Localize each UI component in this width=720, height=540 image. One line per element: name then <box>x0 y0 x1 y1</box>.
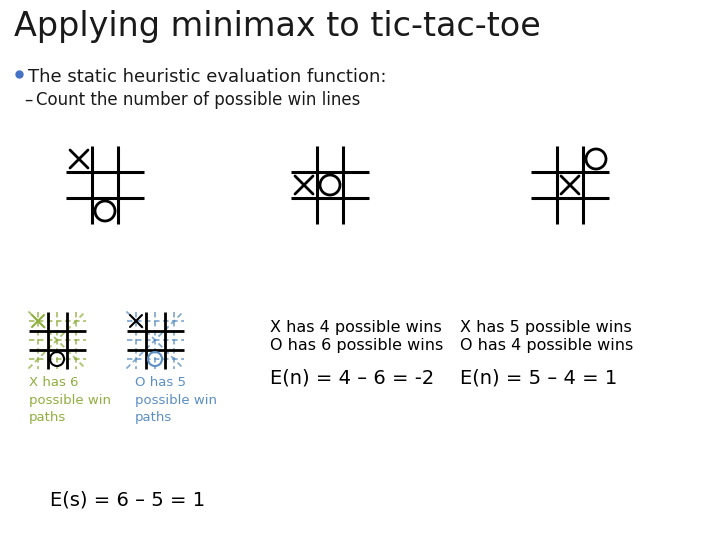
Text: E(s) = 6 – 5 = 1: E(s) = 6 – 5 = 1 <box>50 490 205 509</box>
Text: X has 4 possible wins: X has 4 possible wins <box>270 320 442 335</box>
Text: The static heuristic evaluation function:: The static heuristic evaluation function… <box>28 68 387 86</box>
Text: Applying minimax to tic-tac-toe: Applying minimax to tic-tac-toe <box>14 10 541 43</box>
Text: X has 5 possible wins: X has 5 possible wins <box>460 320 631 335</box>
Text: Count the number of possible win lines: Count the number of possible win lines <box>36 91 361 109</box>
Text: O has 6 possible wins: O has 6 possible wins <box>270 338 444 353</box>
Text: E(n) = 4 – 6 = -2: E(n) = 4 – 6 = -2 <box>270 368 434 387</box>
Text: E(n) = 5 – 4 = 1: E(n) = 5 – 4 = 1 <box>460 368 617 387</box>
Text: –: – <box>24 91 32 109</box>
Text: O has 4 possible wins: O has 4 possible wins <box>460 338 634 353</box>
Text: O has 5
possible win
paths: O has 5 possible win paths <box>135 376 217 424</box>
Text: X has 6
possible win
paths: X has 6 possible win paths <box>29 376 111 424</box>
